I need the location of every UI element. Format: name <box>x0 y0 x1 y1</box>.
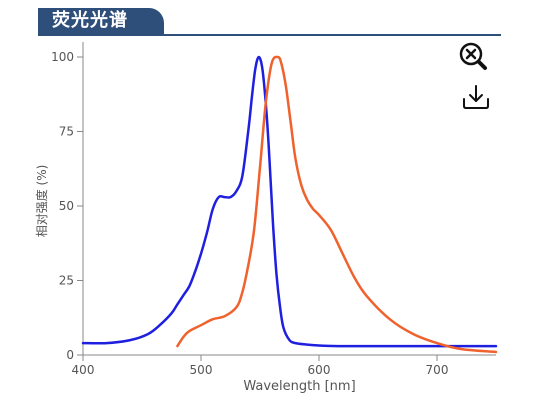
series-line-1 <box>176 55 498 354</box>
y-tick-label: 75 <box>59 125 74 139</box>
x-tick-label: 400 <box>72 363 95 377</box>
zoom-reset-icon <box>459 42 487 70</box>
y-tick-label: 100 <box>51 50 74 64</box>
download-button[interactable] <box>456 82 496 112</box>
series-line-0 <box>81 55 498 348</box>
zoom-reset-button[interactable] <box>456 40 496 72</box>
x-axis-label: Wavelength [nm] <box>243 379 355 394</box>
chart-series-group <box>81 55 498 354</box>
chart-axes <box>77 42 496 361</box>
y-tick-label: 25 <box>59 274 74 288</box>
y-axis-label: 相对强度 (%) <box>34 165 49 238</box>
x-tick-label: 500 <box>190 363 213 377</box>
download-icon <box>463 85 489 109</box>
chart-labels: 0 25 50 75 100 400 500 600 700 Wavelength [nm] 相对强… <box>34 50 448 394</box>
panel-title: 荧光光谱 <box>52 10 128 31</box>
y-tick-label: 0 <box>66 348 74 362</box>
x-tick-label: 600 <box>308 363 331 377</box>
x-tick-label: 700 <box>426 363 449 377</box>
panel-header-divider <box>38 34 501 36</box>
y-tick-label: 50 <box>59 199 74 213</box>
panel-header-tab <box>38 8 164 34</box>
